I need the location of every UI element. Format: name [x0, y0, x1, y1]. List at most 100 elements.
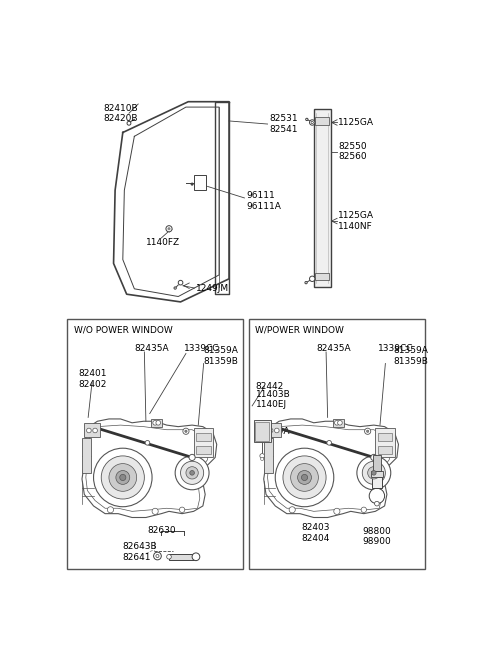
Circle shape — [367, 430, 369, 432]
Circle shape — [361, 507, 367, 512]
Circle shape — [167, 555, 171, 559]
Bar — [264, 438, 273, 473]
Bar — [249, 319, 425, 569]
Bar — [378, 433, 392, 441]
Bar — [67, 319, 243, 569]
Text: 82410B
82420B: 82410B 82420B — [104, 103, 138, 123]
Bar — [315, 117, 329, 125]
Circle shape — [372, 470, 376, 475]
Circle shape — [93, 428, 97, 433]
Text: 11403B
1140EJ: 11403B 1140EJ — [256, 390, 291, 409]
Text: W/POWER WINDOW: W/POWER WINDOW — [255, 325, 344, 334]
Text: 82435A: 82435A — [135, 344, 169, 352]
Circle shape — [298, 470, 312, 485]
Circle shape — [152, 508, 158, 514]
Bar — [266, 422, 281, 437]
Text: 1125GA: 1125GA — [338, 118, 374, 127]
Circle shape — [101, 456, 144, 499]
Text: 82435A: 82435A — [316, 344, 351, 352]
Text: 82403
82404: 82403 82404 — [301, 523, 330, 542]
Circle shape — [174, 287, 176, 290]
Circle shape — [268, 428, 273, 433]
Circle shape — [357, 456, 391, 490]
Circle shape — [369, 488, 384, 504]
Bar — [314, 109, 331, 286]
Circle shape — [94, 448, 152, 507]
Circle shape — [365, 428, 371, 434]
Text: 82550
82560: 82550 82560 — [338, 142, 367, 161]
Circle shape — [310, 276, 315, 282]
Circle shape — [275, 428, 279, 433]
Circle shape — [311, 121, 313, 124]
Circle shape — [289, 507, 295, 513]
Text: 82643B
82641: 82643B 82641 — [123, 542, 157, 562]
Bar — [378, 446, 392, 454]
Bar — [375, 428, 395, 457]
Circle shape — [275, 448, 334, 507]
Circle shape — [154, 552, 161, 560]
Circle shape — [109, 464, 137, 491]
Circle shape — [301, 474, 308, 481]
Circle shape — [185, 430, 187, 432]
Circle shape — [175, 456, 209, 490]
Text: 82401
82402: 82401 82402 — [78, 369, 107, 388]
Circle shape — [337, 421, 342, 425]
Circle shape — [327, 441, 332, 445]
Circle shape — [108, 507, 114, 513]
Bar — [193, 175, 206, 190]
Text: 98800
98900: 98800 98900 — [362, 527, 391, 546]
Circle shape — [178, 280, 183, 285]
Text: 96111
96111A: 96111 96111A — [246, 191, 281, 211]
Circle shape — [189, 455, 195, 460]
Bar — [169, 553, 196, 560]
Circle shape — [306, 119, 308, 121]
Text: 81359A
81359B: 81359A 81359B — [204, 346, 239, 365]
Circle shape — [180, 507, 185, 512]
Circle shape — [86, 428, 91, 433]
Bar — [254, 421, 271, 442]
Circle shape — [368, 466, 380, 479]
Circle shape — [334, 508, 340, 514]
Circle shape — [305, 282, 307, 284]
Circle shape — [192, 553, 200, 561]
Circle shape — [362, 461, 385, 485]
Circle shape — [116, 470, 130, 485]
Bar — [333, 419, 344, 426]
Circle shape — [260, 454, 264, 458]
Circle shape — [153, 421, 157, 425]
Circle shape — [191, 183, 193, 185]
Circle shape — [156, 555, 159, 557]
Circle shape — [156, 421, 160, 425]
Text: W/O POWER WINDOW: W/O POWER WINDOW — [73, 325, 172, 334]
Circle shape — [374, 501, 379, 506]
Circle shape — [120, 474, 126, 481]
Bar — [193, 428, 213, 457]
Text: 1339CC: 1339CC — [378, 344, 413, 352]
Bar — [196, 446, 211, 454]
Bar — [196, 433, 211, 441]
Circle shape — [291, 464, 318, 491]
Circle shape — [180, 461, 204, 485]
Bar — [84, 422, 100, 437]
Text: 82442: 82442 — [255, 382, 284, 391]
Text: 1125GA
1140NF: 1125GA 1140NF — [338, 212, 374, 231]
Text: 1339CC: 1339CC — [184, 344, 220, 352]
Bar — [371, 470, 383, 477]
Bar — [373, 455, 381, 470]
Circle shape — [166, 226, 172, 232]
Circle shape — [190, 470, 194, 475]
Circle shape — [335, 421, 339, 425]
Circle shape — [145, 441, 150, 445]
Bar — [255, 422, 269, 441]
Circle shape — [183, 428, 189, 434]
Bar — [315, 272, 329, 280]
Text: 81359A
81359B: 81359A 81359B — [393, 346, 428, 365]
Circle shape — [283, 456, 326, 499]
Bar — [372, 477, 382, 488]
Circle shape — [310, 120, 315, 125]
Bar — [82, 438, 91, 473]
Text: 1249JM: 1249JM — [196, 284, 229, 293]
Text: 82429A: 82429A — [255, 427, 290, 436]
Circle shape — [261, 457, 264, 460]
Circle shape — [127, 121, 131, 125]
